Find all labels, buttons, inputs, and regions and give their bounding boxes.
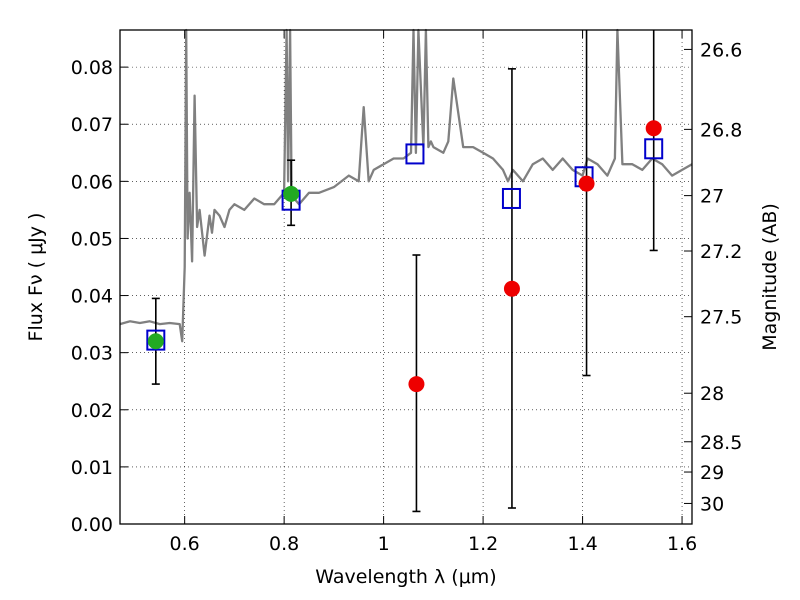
detections-point	[283, 185, 300, 202]
plot-frame	[119, 29, 693, 525]
x-tick-label: 1.6	[667, 533, 697, 555]
y2-tick-label: 28	[700, 383, 724, 405]
y-tick-label: 0.07	[71, 114, 113, 136]
model-photometry-square	[501, 187, 521, 209]
y-tick-label: 0.04	[71, 286, 113, 308]
y2-tick-label: 28.5	[700, 432, 742, 454]
x-tick-label: 0.8	[269, 533, 299, 555]
y2-tick-label: 27	[700, 186, 724, 208]
y-tick-label: 0.01	[71, 457, 113, 479]
y2-tick-label: 30	[700, 493, 724, 515]
y-tick-label: 0.03	[71, 343, 113, 365]
x-tick-label: 0.6	[170, 533, 200, 555]
spectrum-line	[119, 28, 693, 343]
y2-tick-label: 26.8	[700, 119, 742, 141]
detections-point	[147, 333, 164, 350]
y-axis-label: Flux Fν ( μJy )	[25, 213, 47, 342]
x-tick-label: 1	[378, 533, 390, 555]
y-tick-label: 0.00	[71, 514, 113, 536]
spectrum-layer	[119, 28, 693, 343]
low-significance-point	[645, 120, 662, 137]
model-photometry-square	[146, 329, 166, 351]
marker-layer	[146, 120, 664, 393]
y2-tick-label: 29	[700, 462, 724, 484]
y2-tick-label: 27.5	[700, 307, 742, 329]
x-tick-label: 1.2	[468, 533, 498, 555]
y2-tick-label: 27.2	[700, 241, 742, 263]
y2-tick-label: 26.6	[700, 39, 742, 61]
y-tick-label: 0.05	[71, 228, 113, 250]
low-significance-point	[503, 280, 520, 297]
model-photometry-square	[644, 138, 664, 160]
grid-lines	[120, 30, 692, 525]
y-tick-label: 0.06	[71, 171, 113, 193]
y-tick-label: 0.02	[71, 400, 113, 422]
axis-ticks: 0.6 0.8 1 1.2 1.4 1.6 0.00 0.01 0.02 0.03 0.04 0.05…	[71, 30, 742, 555]
y2-axis-label: Magnitude (AB)	[759, 203, 781, 351]
model-photometry-square	[405, 143, 425, 165]
low-significance-point	[408, 376, 425, 393]
x-axis-label: Wavelength λ (μm)	[315, 566, 496, 588]
y-tick-label: 0.08	[71, 57, 113, 79]
x-tick-label: 1.4	[567, 533, 597, 555]
errorbar-layer	[151, 30, 658, 513]
low-significance-point	[578, 175, 595, 192]
